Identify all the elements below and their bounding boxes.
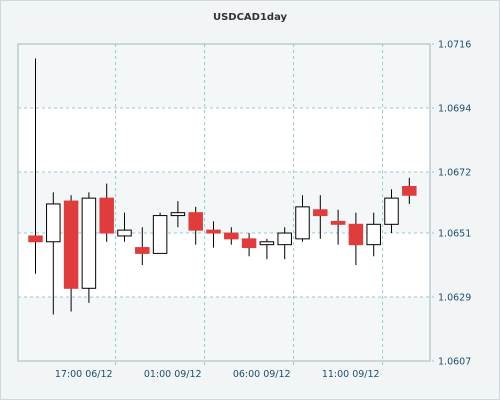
y-tick-label: 1.0607 bbox=[438, 357, 471, 368]
candle-down bbox=[402, 186, 417, 196]
candle-up bbox=[277, 232, 292, 246]
plot-border bbox=[17, 43, 431, 362]
candle-down bbox=[28, 235, 43, 243]
candle-down bbox=[241, 238, 257, 249]
candle-down bbox=[63, 200, 79, 289]
x-tick-label: 06:00 09/12 bbox=[233, 369, 291, 380]
candle-up bbox=[259, 241, 275, 246]
candle-down bbox=[313, 209, 328, 217]
candle-down bbox=[224, 232, 239, 240]
candle-up bbox=[46, 203, 61, 243]
y-tick-label: 1.0694 bbox=[438, 103, 471, 114]
x-tick-label: 11:00 09/12 bbox=[322, 369, 380, 380]
candle-up bbox=[152, 215, 168, 254]
candle-up bbox=[170, 212, 186, 217]
candle-down bbox=[188, 212, 203, 231]
candle-up bbox=[117, 229, 132, 237]
y-tick-label: 1.0629 bbox=[438, 293, 471, 304]
x-tick-label: 01:00 09/12 bbox=[144, 369, 202, 380]
y-tick-label: 1.0672 bbox=[438, 167, 471, 178]
x-tick-label: 17:00 06/12 bbox=[55, 369, 113, 380]
candle-up bbox=[366, 223, 381, 246]
candle-down bbox=[135, 247, 150, 254]
y-tick-label: 1.0651 bbox=[438, 229, 471, 240]
candle-up bbox=[384, 197, 399, 225]
candle-down bbox=[330, 220, 346, 225]
candle-down bbox=[348, 223, 364, 246]
grid-band bbox=[18, 44, 430, 108]
grid-band bbox=[18, 297, 430, 361]
candle-up bbox=[81, 197, 97, 289]
chart-title: USDCAD1day bbox=[212, 12, 288, 23]
candle-up bbox=[295, 206, 310, 240]
y-tick-label: 1.0716 bbox=[438, 40, 471, 51]
candle-down bbox=[99, 197, 114, 234]
candle-down bbox=[206, 229, 221, 234]
